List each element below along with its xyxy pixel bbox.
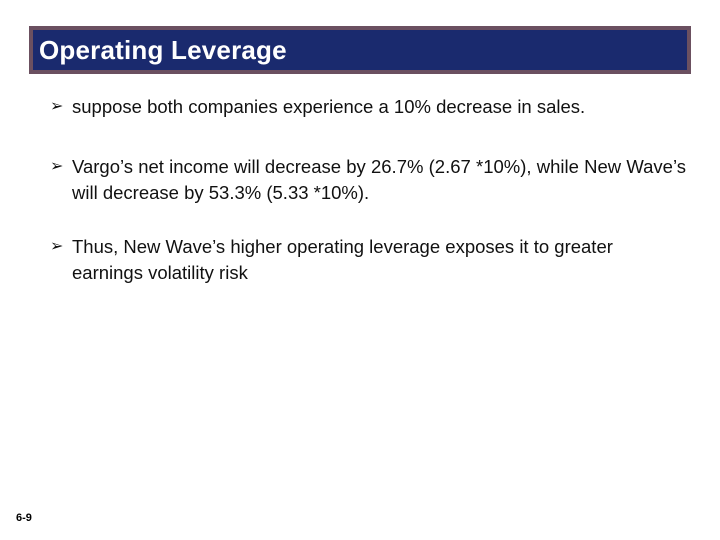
bullet-text: suppose both companies experience a 10% … bbox=[72, 96, 586, 117]
bullet-list: ➢ suppose both companies experience a 10… bbox=[50, 94, 686, 286]
title-panel: Operating Leverage bbox=[33, 30, 687, 70]
bullet-item: ➢ suppose both companies experience a 10… bbox=[50, 94, 686, 120]
arrow-bullet-icon: ➢ bbox=[50, 238, 64, 255]
bullet-text: Thus, New Wave’s higher operating levera… bbox=[72, 236, 613, 283]
arrow-bullet-icon: ➢ bbox=[50, 158, 64, 175]
title-bar: Operating Leverage bbox=[29, 26, 691, 74]
bullet-text: Vargo’s net income will decrease by 26.7… bbox=[72, 156, 686, 203]
slide-number: 6-9 bbox=[16, 512, 32, 524]
bullet-item: ➢ Thus, New Wave’s higher operating leve… bbox=[50, 234, 686, 286]
slide-title: Operating Leverage bbox=[39, 34, 287, 65]
bullet-item: ➢ Vargo’s net income will decrease by 26… bbox=[50, 154, 686, 206]
arrow-bullet-icon: ➢ bbox=[50, 98, 64, 115]
